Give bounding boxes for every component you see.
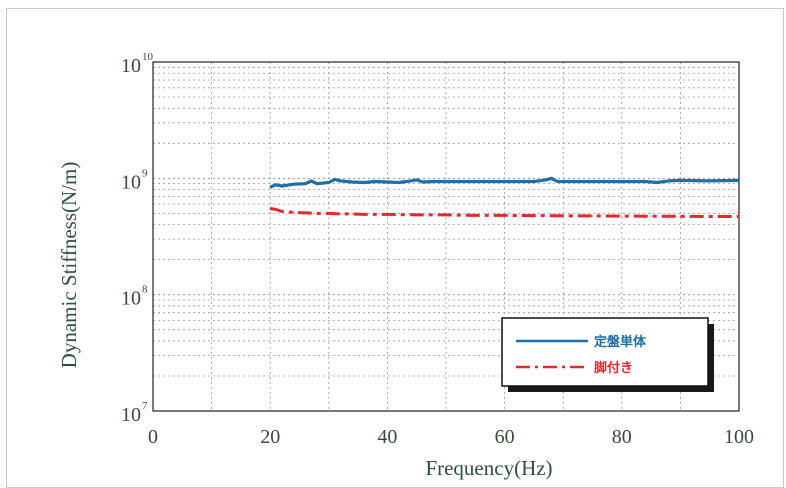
- series-1-point: [363, 181, 365, 184]
- y-tick-exponent: 9: [142, 167, 148, 179]
- y-tick-exponent: 8: [142, 284, 148, 296]
- series-layer: [269, 176, 740, 218]
- y-tick-label: 10: [121, 404, 141, 426]
- series-1-point: [304, 183, 306, 185]
- series-2-point: [304, 212, 306, 214]
- series-1-point: [334, 178, 336, 180]
- series-1-point: [310, 180, 312, 182]
- series-1-point: [550, 177, 553, 179]
- series-2-point: [562, 215, 564, 217]
- series-2-point: [591, 215, 594, 217]
- series-1-point: [656, 181, 658, 184]
- y-tick-exponent: 7: [142, 400, 148, 412]
- series-1-point: [668, 180, 670, 182]
- x-tick-label: 0: [148, 426, 158, 448]
- series-2-point: [621, 215, 623, 217]
- series-1-point: [416, 179, 418, 181]
- series-2-point: [504, 214, 506, 217]
- series-1-point: [556, 180, 558, 183]
- y-tick-label: 10: [121, 171, 141, 193]
- series-1-point: [398, 181, 400, 184]
- series-1-point: [545, 179, 547, 181]
- series-2-point: [533, 215, 535, 217]
- legend-box: [501, 317, 709, 387]
- series-2-point: [679, 215, 682, 217]
- x-tick-label: 20: [260, 426, 280, 448]
- y-tick-exponent: 10: [142, 51, 154, 63]
- series-2-point: [709, 215, 711, 218]
- series-2-point: [293, 211, 295, 213]
- x-tick-label: 40: [377, 426, 397, 448]
- series-2-point: [351, 213, 353, 215]
- series-2-point: [363, 213, 365, 215]
- series-1-point: [269, 186, 271, 188]
- legend: 定盤単体 脚付き: [501, 317, 714, 392]
- x-tick-label: 80: [612, 426, 632, 448]
- legend-label-series-2: 脚付き: [594, 360, 633, 376]
- series-2-point: [474, 214, 476, 217]
- series-1-point: [386, 181, 388, 183]
- series-1-point: [597, 180, 599, 183]
- series-2-point: [386, 213, 388, 215]
- series-line-1: [269, 176, 740, 189]
- x-tick-label: 60: [495, 426, 515, 448]
- series-1-point: [433, 180, 435, 183]
- series-2-point: [269, 207, 271, 210]
- series-1-point: [738, 179, 740, 181]
- series-1-point: [421, 181, 424, 183]
- plot-area-border: [152, 61, 740, 412]
- series-2-point: [650, 215, 652, 217]
- series-1-point: [445, 180, 447, 183]
- y-axis-title: Dynamic Stiffness(N/m): [57, 162, 81, 369]
- series-2-point: [738, 215, 740, 218]
- series-1-point: [275, 184, 277, 186]
- series-1-point: [533, 180, 535, 183]
- y-tick-label: 10: [121, 55, 141, 77]
- series-1-point: [316, 183, 318, 185]
- y-tick-label: 10: [121, 288, 141, 310]
- series-1-point: [293, 183, 295, 185]
- series-1-point: [375, 180, 377, 183]
- series-1-point: [709, 180, 711, 182]
- series-2-point: [281, 210, 283, 212]
- series-2-point: [328, 212, 330, 214]
- x-axis-title: Frequency(Hz): [425, 456, 552, 480]
- series-2-point: [275, 208, 277, 211]
- series-2-point: [339, 213, 342, 215]
- series-2-point: [445, 214, 447, 216]
- series-1-point: [621, 180, 623, 183]
- series-1-point: [644, 180, 646, 183]
- x-tick-label: 100: [724, 426, 754, 448]
- legend-label-series-1: 定盤単体: [593, 334, 647, 350]
- series-1-point: [328, 181, 330, 184]
- series-1-point: [281, 185, 283, 187]
- series-1-point: [679, 179, 682, 181]
- series-2-point: [416, 214, 418, 216]
- series-1-point: [351, 181, 353, 183]
- series-1-point: [574, 180, 576, 183]
- series-1-point: [504, 180, 506, 183]
- series-2-point: [316, 212, 318, 214]
- series-1-point: [410, 180, 412, 182]
- series-1-point: [474, 180, 476, 183]
- series-1-point: [339, 180, 342, 182]
